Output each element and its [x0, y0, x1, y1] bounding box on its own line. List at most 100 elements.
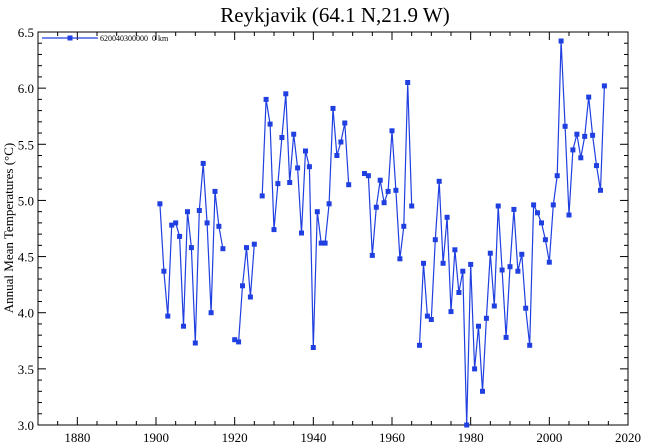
data-point [279, 135, 285, 140]
data-point [428, 317, 434, 322]
data-point [562, 123, 568, 129]
data-point [531, 202, 537, 208]
data-point [480, 388, 485, 394]
data-point [397, 256, 403, 262]
data-point [291, 131, 297, 137]
data-point [527, 342, 533, 348]
data-point [554, 173, 560, 179]
data-point [346, 182, 352, 188]
x-tick-label: 1940 [300, 430, 326, 444]
data-point [444, 214, 450, 220]
data-point [220, 246, 226, 252]
data-point [578, 155, 584, 161]
data-point [334, 153, 340, 158]
data-point [468, 261, 474, 267]
data-point [424, 313, 430, 319]
legend: 620040300000 0 km [42, 34, 169, 43]
data-point [511, 206, 517, 212]
data-point [200, 160, 206, 166]
data-point [401, 223, 407, 229]
data-point [491, 303, 497, 309]
data-point [251, 241, 257, 247]
data-point [432, 237, 438, 243]
data-point [582, 133, 588, 139]
data-point [236, 339, 242, 345]
data-point [487, 250, 493, 256]
data-point [476, 323, 481, 329]
data-point [169, 222, 175, 228]
x-tick-label: 1980 [458, 430, 484, 444]
data-point [385, 188, 391, 194]
y-tick-label: 3.5 [18, 362, 34, 377]
data-point [342, 120, 348, 126]
data-point [409, 203, 415, 209]
data-point [483, 315, 489, 321]
data-point [550, 202, 556, 208]
data-point [421, 260, 426, 266]
data-point [586, 94, 592, 100]
data-point [299, 230, 304, 236]
series-layer [157, 38, 607, 428]
data-point [185, 209, 190, 215]
data-point [306, 164, 312, 170]
data-point [157, 201, 163, 207]
data-point [330, 105, 336, 111]
data-point [523, 305, 529, 311]
plot-frame [37, 31, 629, 426]
axis-ticks: 1880 1900 1920 1940 1960 1980 2000 2020 3.0 3.5 4.… [18, 25, 641, 444]
x-tick-label: 2000 [536, 430, 562, 444]
data-point [535, 210, 540, 216]
data-point [542, 237, 548, 243]
x-tick-label: 1960 [379, 430, 405, 444]
data-point [271, 227, 277, 233]
data-point [310, 345, 316, 350]
data-point [460, 268, 466, 274]
data-point [338, 139, 344, 145]
data-point [546, 259, 552, 265]
data-point [495, 203, 501, 209]
data-point [283, 91, 289, 97]
data-point [362, 171, 367, 176]
x-tick-label: 1900 [143, 430, 169, 444]
data-point [377, 177, 383, 183]
data-point [204, 220, 210, 226]
legend-marker [67, 35, 73, 41]
data-point [267, 121, 273, 127]
data-point [381, 200, 387, 206]
data-point [247, 294, 253, 300]
data-point [244, 245, 249, 251]
data-point [472, 366, 478, 372]
y-tick-label: 6.0 [18, 81, 34, 96]
data-point [574, 131, 580, 137]
data-point [452, 247, 458, 253]
data-point [208, 310, 214, 316]
data-point [448, 309, 454, 315]
legend-label: 620040300000 0 km [100, 34, 169, 43]
y-tick-label: 3.0 [18, 418, 34, 433]
data-point [173, 220, 179, 226]
series-line [234, 244, 255, 343]
data-point [326, 201, 332, 207]
data-point [322, 240, 328, 246]
data-point [192, 340, 198, 346]
data-point [275, 181, 281, 187]
data-point [393, 187, 399, 193]
data-point [558, 38, 564, 44]
data-point [570, 147, 576, 153]
data-point [216, 223, 222, 229]
data-point [594, 163, 599, 169]
data-point [263, 96, 269, 102]
data-point [295, 165, 301, 171]
data-point [365, 173, 371, 179]
data-point [181, 323, 186, 329]
data-point [188, 245, 194, 251]
data-point [464, 422, 470, 428]
y-tick-label: 4.5 [18, 250, 34, 265]
series-line [418, 40, 605, 426]
data-point [417, 342, 422, 348]
series-line [261, 93, 350, 348]
data-point [165, 313, 171, 319]
data-point [389, 128, 395, 134]
chart-title: Reykjavik (64.1 N,21.9 W) [220, 3, 449, 27]
